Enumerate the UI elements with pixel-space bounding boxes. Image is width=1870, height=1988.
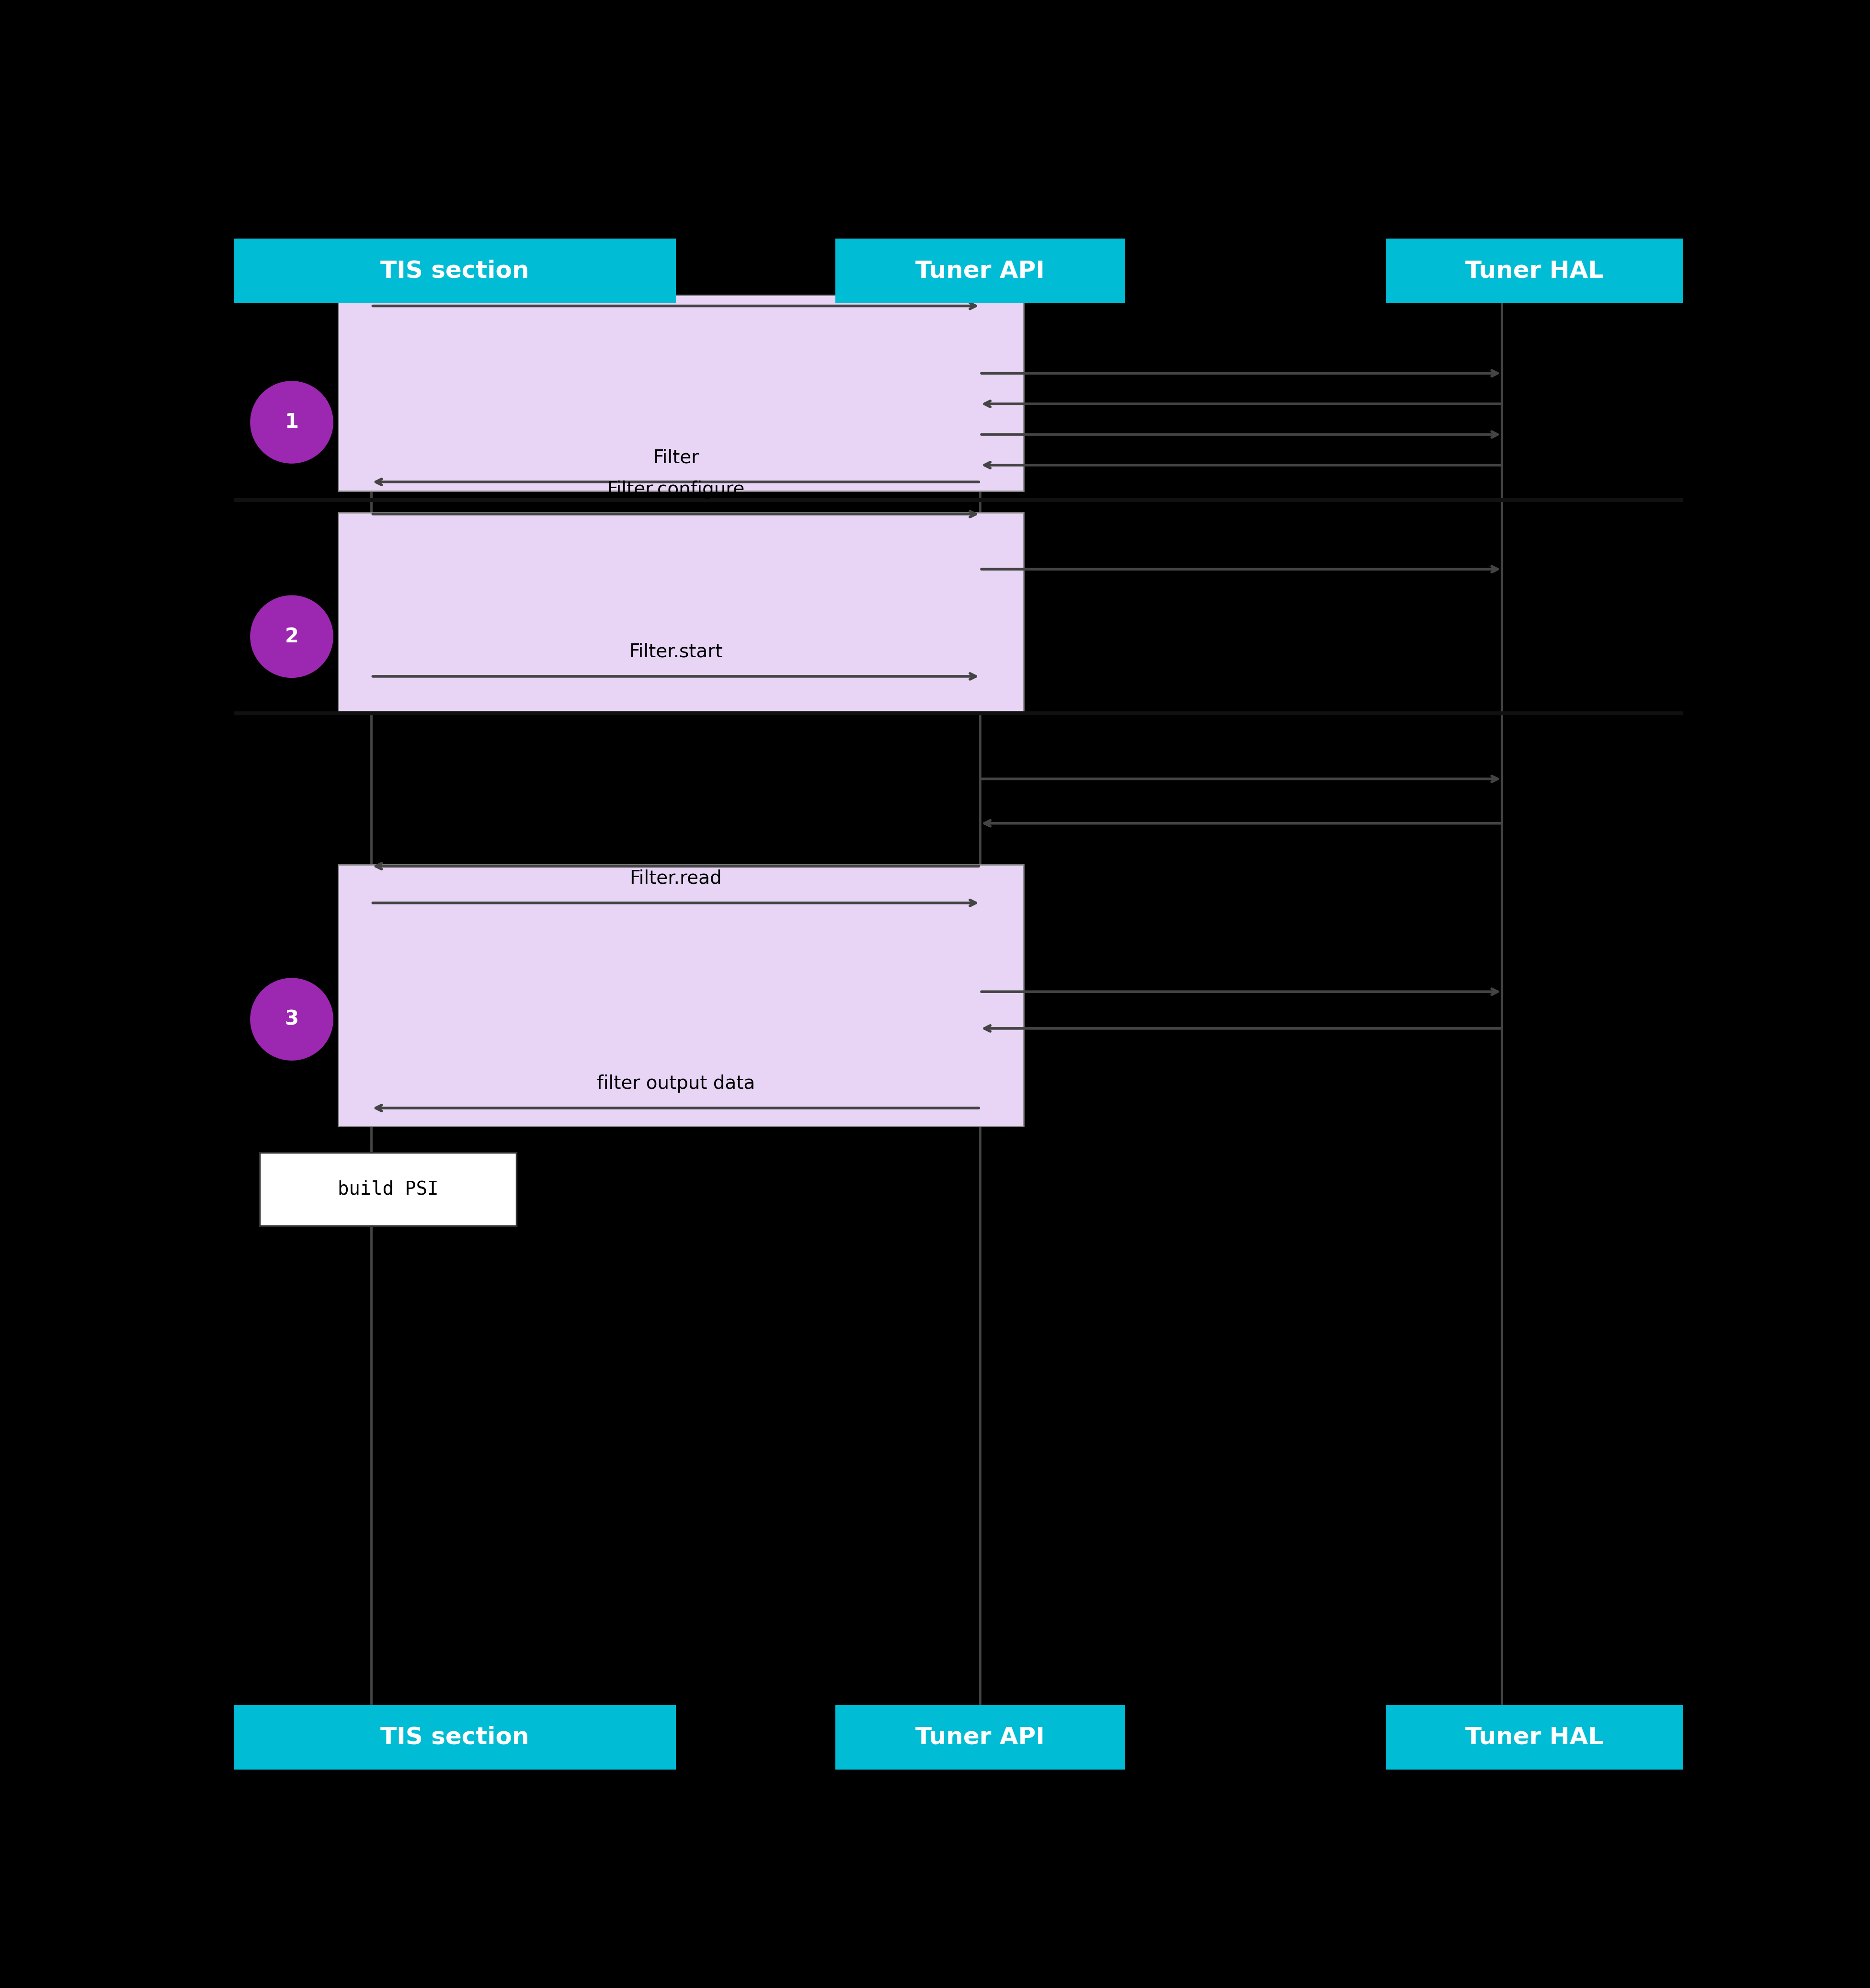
Text: Tuner.openFilter: Tuner.openFilter — [602, 272, 750, 290]
Text: Tuner API: Tuner API — [916, 1726, 1045, 1749]
Text: TIS section: TIS section — [380, 1726, 529, 1749]
FancyBboxPatch shape — [338, 294, 1023, 491]
Text: Tuner HAL: Tuner HAL — [1466, 1726, 1603, 1749]
Text: Filter: Filter — [653, 449, 699, 467]
Text: onFilterEvent(SectionEvent): onFilterEvent(SectionEvent) — [546, 833, 806, 851]
Ellipse shape — [251, 594, 333, 678]
FancyBboxPatch shape — [234, 1706, 675, 1769]
Text: TIS section: TIS section — [380, 258, 529, 282]
Text: 2: 2 — [284, 626, 299, 646]
Text: filter output data: filter output data — [597, 1076, 755, 1093]
Text: build PSI: build PSI — [338, 1181, 438, 1199]
Ellipse shape — [251, 978, 333, 1060]
FancyBboxPatch shape — [338, 513, 1023, 712]
Text: Filter.configure: Filter.configure — [608, 481, 744, 499]
FancyBboxPatch shape — [836, 239, 1126, 302]
Text: Filter.read: Filter.read — [630, 869, 722, 887]
Ellipse shape — [251, 382, 333, 463]
Text: Filter.start: Filter.start — [628, 642, 722, 662]
FancyBboxPatch shape — [260, 1153, 516, 1227]
Text: 1: 1 — [284, 412, 299, 431]
Text: 3: 3 — [284, 1010, 299, 1030]
Text: Tuner API: Tuner API — [916, 258, 1045, 282]
Text: Tuner HAL: Tuner HAL — [1466, 258, 1603, 282]
FancyBboxPatch shape — [338, 865, 1023, 1127]
FancyBboxPatch shape — [836, 1706, 1126, 1769]
FancyBboxPatch shape — [1386, 1706, 1683, 1769]
FancyBboxPatch shape — [234, 239, 675, 302]
FancyBboxPatch shape — [1386, 239, 1683, 302]
